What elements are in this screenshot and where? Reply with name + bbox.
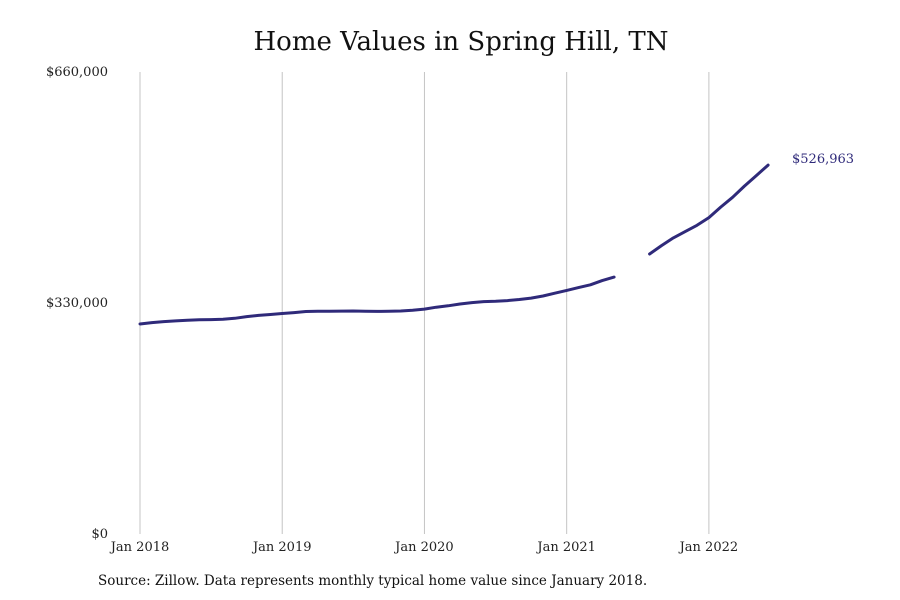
x-tick-label-0: Jan 2018 bbox=[109, 540, 170, 555]
source-note: Source: Zillow. Data represents monthly … bbox=[98, 573, 647, 589]
y-tick-label-2: $660,000 bbox=[46, 65, 108, 80]
y-axis-tick-labels: $0 $330,000 $660,000 bbox=[46, 65, 108, 542]
y-tick-label-0: $0 bbox=[91, 527, 108, 542]
x-tick-label-2: Jan 2020 bbox=[393, 540, 454, 555]
home-value-series bbox=[138, 163, 770, 326]
series-line-segment-1 bbox=[648, 163, 770, 256]
x-tick-label-3: Jan 2021 bbox=[535, 540, 596, 555]
gridlines bbox=[139, 72, 710, 534]
y-tick-label-1: $330,000 bbox=[46, 296, 108, 311]
chart-title: Home Values in Spring Hill, TN bbox=[254, 27, 669, 57]
last-value-label: $526,963 bbox=[792, 152, 854, 167]
series-line-segment-0 bbox=[138, 275, 616, 326]
x-axis-tick-labels: Jan 2018 Jan 2019 Jan 2020 Jan 2021 Jan 2022 bbox=[109, 540, 738, 555]
x-tick-label-1: Jan 2019 bbox=[251, 540, 312, 555]
x-tick-label-4: Jan 2022 bbox=[678, 540, 739, 555]
